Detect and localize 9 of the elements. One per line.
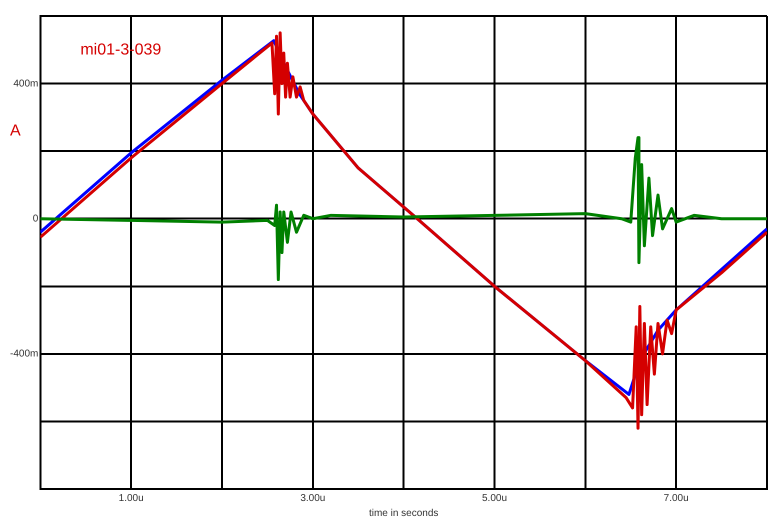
x-tick-label: 1.00u [118, 492, 144, 504]
y-axis-title: A [10, 122, 21, 140]
x-tick-label: 5.00u [482, 492, 508, 504]
y-tick-label: 400m [13, 78, 38, 90]
x-axis-title: time in seconds [368, 508, 438, 519]
x-tick-label: 3.00u [300, 492, 326, 504]
y-tick-label: 0 [32, 213, 39, 224]
y-tick-label: -400m [10, 348, 38, 360]
x-tick-label: 7.00u [664, 492, 689, 504]
